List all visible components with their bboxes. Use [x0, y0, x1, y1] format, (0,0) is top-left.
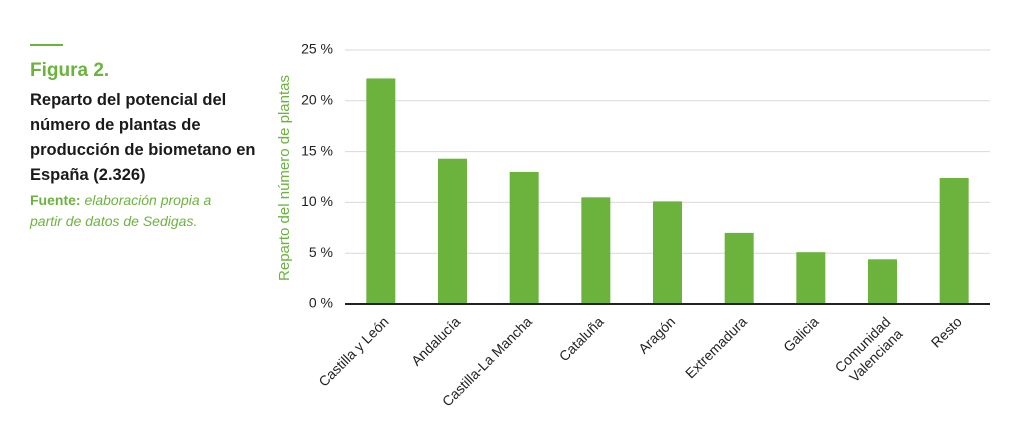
- source: Fuente: elaboración propia a partir de d…: [30, 190, 235, 232]
- source-text: elaboración propia a partir de datos de …: [30, 192, 212, 229]
- x-tick-label: Aragón: [635, 313, 678, 356]
- y-tick-label: 20 %: [301, 92, 333, 108]
- y-tick-label: 5 %: [309, 244, 333, 260]
- caption-title: Reparto del potencial del número de plan…: [30, 91, 256, 184]
- y-tick-label: 15 %: [301, 142, 333, 158]
- bar: [653, 201, 682, 304]
- x-tick-label: Extremadura: [682, 313, 750, 381]
- bar: [581, 197, 611, 304]
- caption: Figura 2. Reparto del potencial del núme…: [30, 44, 265, 232]
- caption-rule: [30, 44, 63, 46]
- bar: [939, 178, 969, 304]
- x-tick-label: ComunidadValenciana: [831, 313, 905, 387]
- x-tick-label: Cataluña: [556, 313, 607, 364]
- x-tick-label: Galicia: [780, 313, 822, 355]
- y-axis-label: Reparto del número de plantas: [276, 75, 293, 281]
- x-tick-label: Castilla y León: [315, 313, 391, 389]
- y-tick-label: 10 %: [301, 193, 333, 209]
- figure-label: Figura 2.: [30, 60, 110, 81]
- bar: [509, 171, 539, 304]
- x-tick-label: Resto: [928, 313, 965, 350]
- x-tick-label: Andalucía: [408, 313, 463, 368]
- y-tick-label: 25 %: [301, 41, 333, 57]
- y-tick-label: 0 %: [309, 295, 333, 311]
- bar: [438, 158, 467, 304]
- bar: [868, 259, 897, 304]
- source-label: Fuente:: [30, 192, 81, 208]
- bar: [724, 232, 754, 304]
- bar: [796, 252, 826, 304]
- bar: [366, 78, 396, 304]
